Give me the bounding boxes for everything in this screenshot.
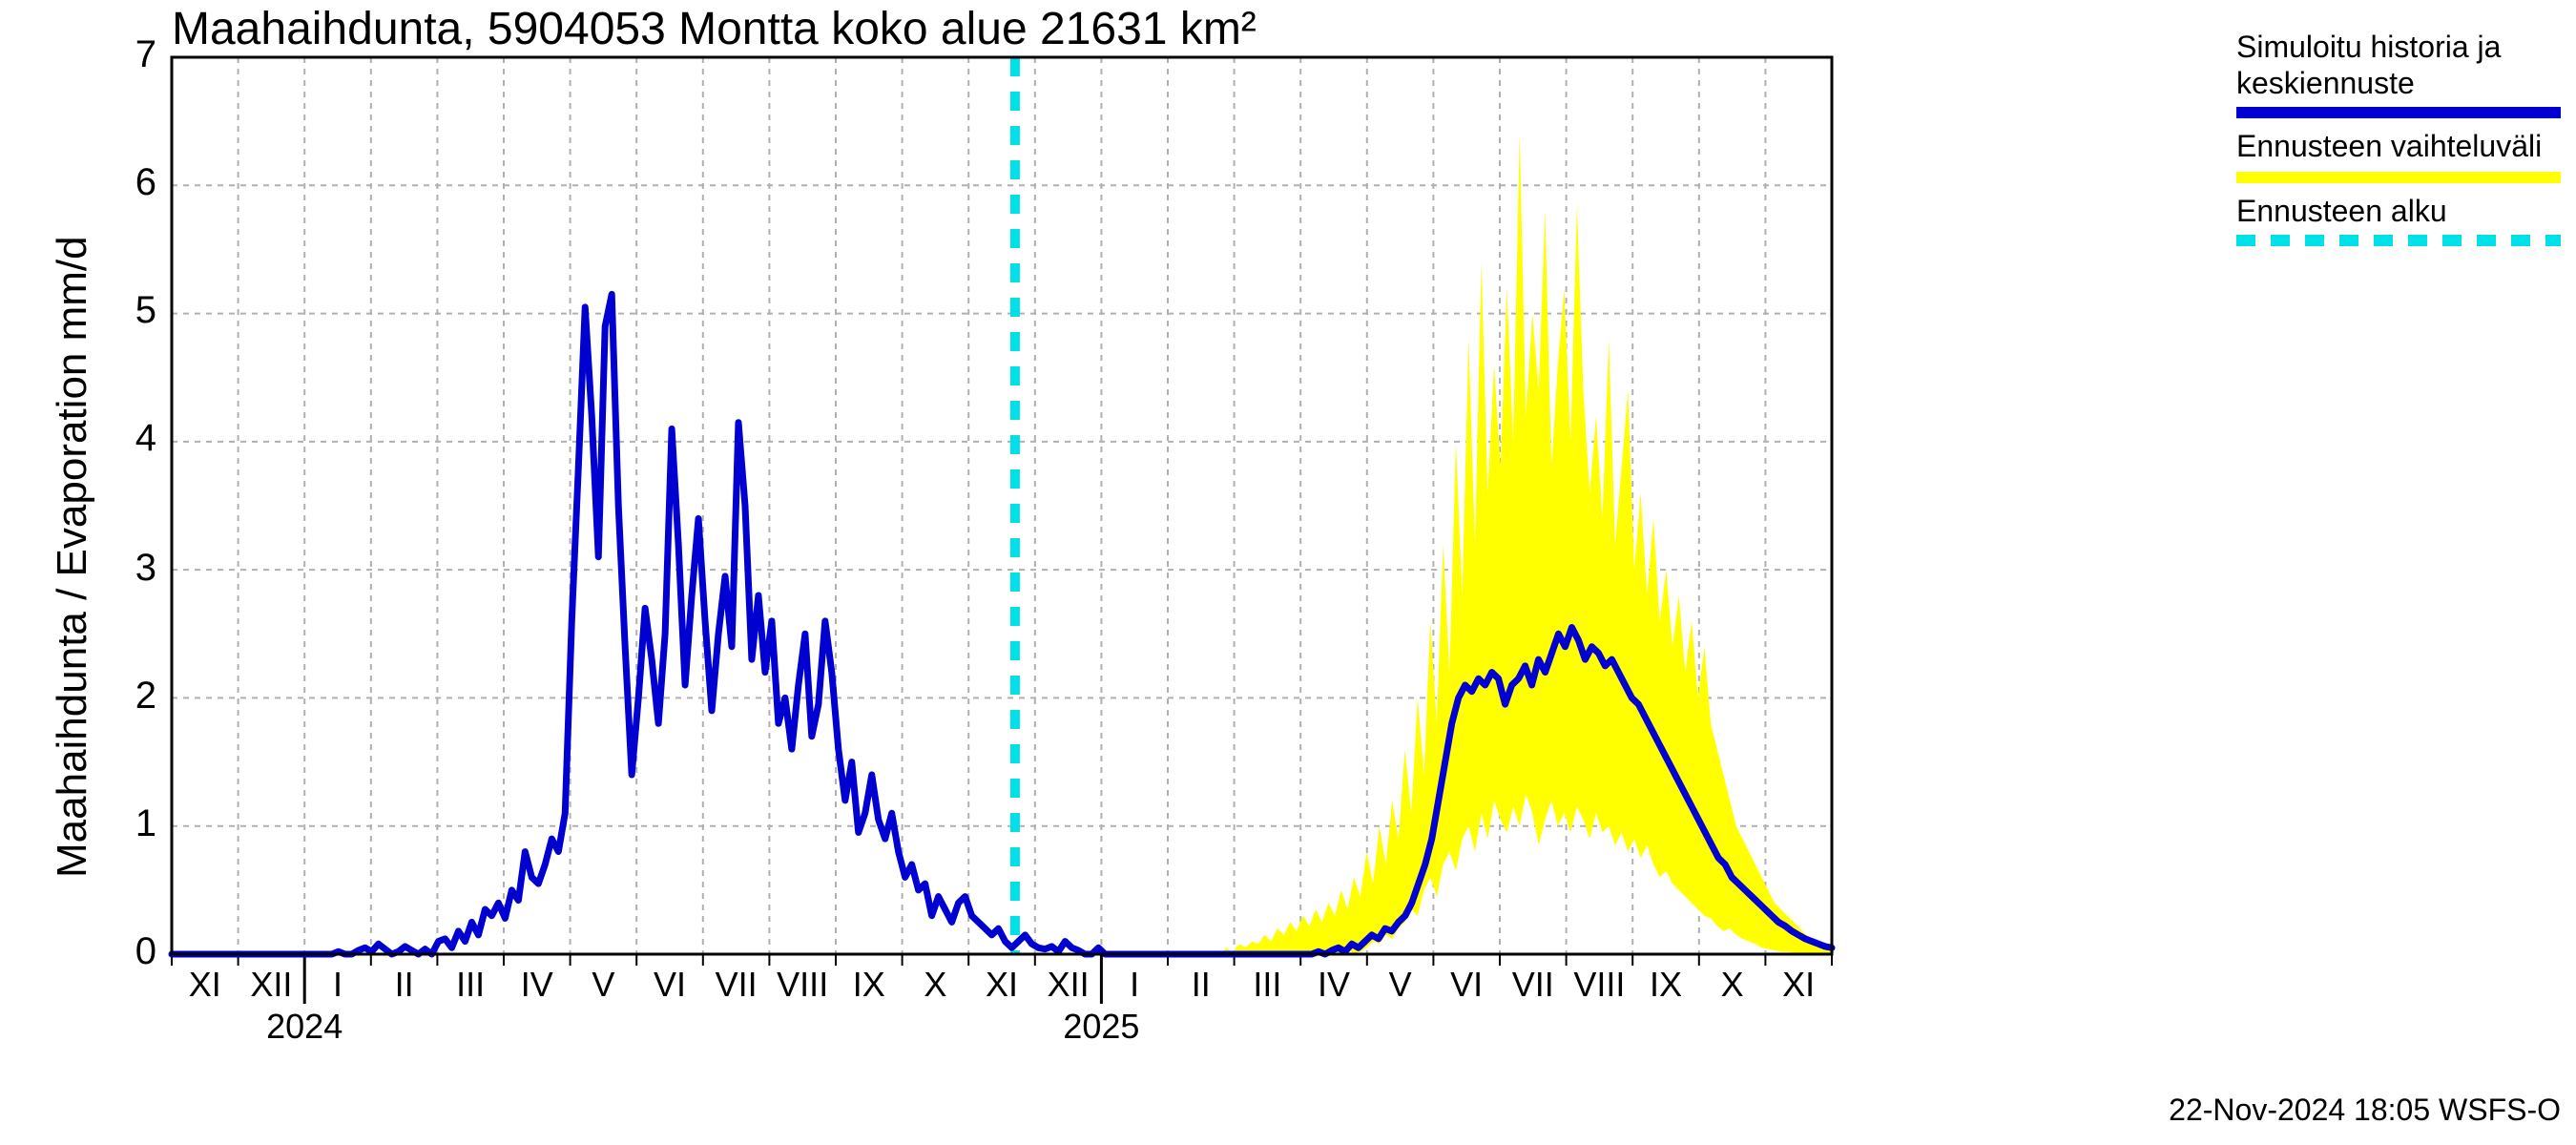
month-label: XII	[250, 966, 292, 1006]
y-tick-label: 3	[135, 547, 156, 591]
legend-item: Ennusteen alku	[2236, 194, 2561, 245]
y-axis-label: Maahaihdunta / Evaporation mm/d	[48, 236, 97, 878]
month-label: I	[1130, 966, 1139, 1006]
month-label: XII	[1048, 966, 1090, 1006]
month-label: II	[395, 966, 414, 1006]
legend: Simuloitu historia ja keskiennuste Ennust…	[2236, 31, 2561, 258]
month-label: VII	[1512, 966, 1554, 1006]
month-label: X	[924, 966, 946, 1006]
month-label: IX	[853, 966, 885, 1006]
chart-title: Maahaihdunta, 5904053 Montta koko alue 2…	[172, 4, 1257, 57]
month-label: III	[456, 966, 485, 1006]
month-label: IV	[1318, 966, 1350, 1006]
month-label: I	[333, 966, 343, 1006]
month-label: VIII	[1573, 966, 1625, 1006]
evaporation-chart	[0, 0, 2576, 1145]
legend-label: Simuloitu historia ja keskiennuste	[2236, 31, 2561, 104]
y-tick-label: 2	[135, 675, 156, 718]
y-tick-label: 6	[135, 162, 156, 206]
legend-label: Ennusteen vaihteluväli	[2236, 131, 2561, 167]
legend-item: Ennusteen vaihteluväli	[2236, 131, 2561, 182]
legend-swatch	[2236, 235, 2561, 246]
y-tick-label: 0	[135, 931, 156, 975]
month-label: VII	[716, 966, 758, 1006]
month-label: III	[1253, 966, 1281, 1006]
month-label: X	[1721, 966, 1744, 1006]
y-tick-label: 7	[135, 34, 156, 78]
year-label: 2024	[266, 1008, 343, 1048]
month-label: XI	[986, 966, 1018, 1006]
year-label: 2025	[1063, 1008, 1139, 1048]
month-label: IV	[521, 966, 553, 1006]
month-label: V	[592, 966, 614, 1006]
month-label: VIII	[777, 966, 828, 1006]
month-label: VI	[654, 966, 686, 1006]
legend-item: Simuloitu historia ja keskiennuste	[2236, 31, 2561, 119]
legend-swatch	[2236, 108, 2561, 119]
y-tick-label: 5	[135, 291, 156, 335]
month-label: IX	[1650, 966, 1682, 1006]
month-label: II	[1192, 966, 1211, 1006]
y-tick-label: 1	[135, 803, 156, 847]
month-label: XI	[1782, 966, 1815, 1006]
month-label: VI	[1450, 966, 1483, 1006]
y-tick-label: 4	[135, 419, 156, 463]
legend-label: Ennusteen alku	[2236, 194, 2561, 230]
month-label: V	[1389, 966, 1412, 1006]
month-label: XI	[189, 966, 221, 1006]
footer-timestamp: 22-Nov-2024 18:05 WSFS-O	[2169, 1095, 2561, 1130]
legend-swatch	[2236, 171, 2561, 182]
